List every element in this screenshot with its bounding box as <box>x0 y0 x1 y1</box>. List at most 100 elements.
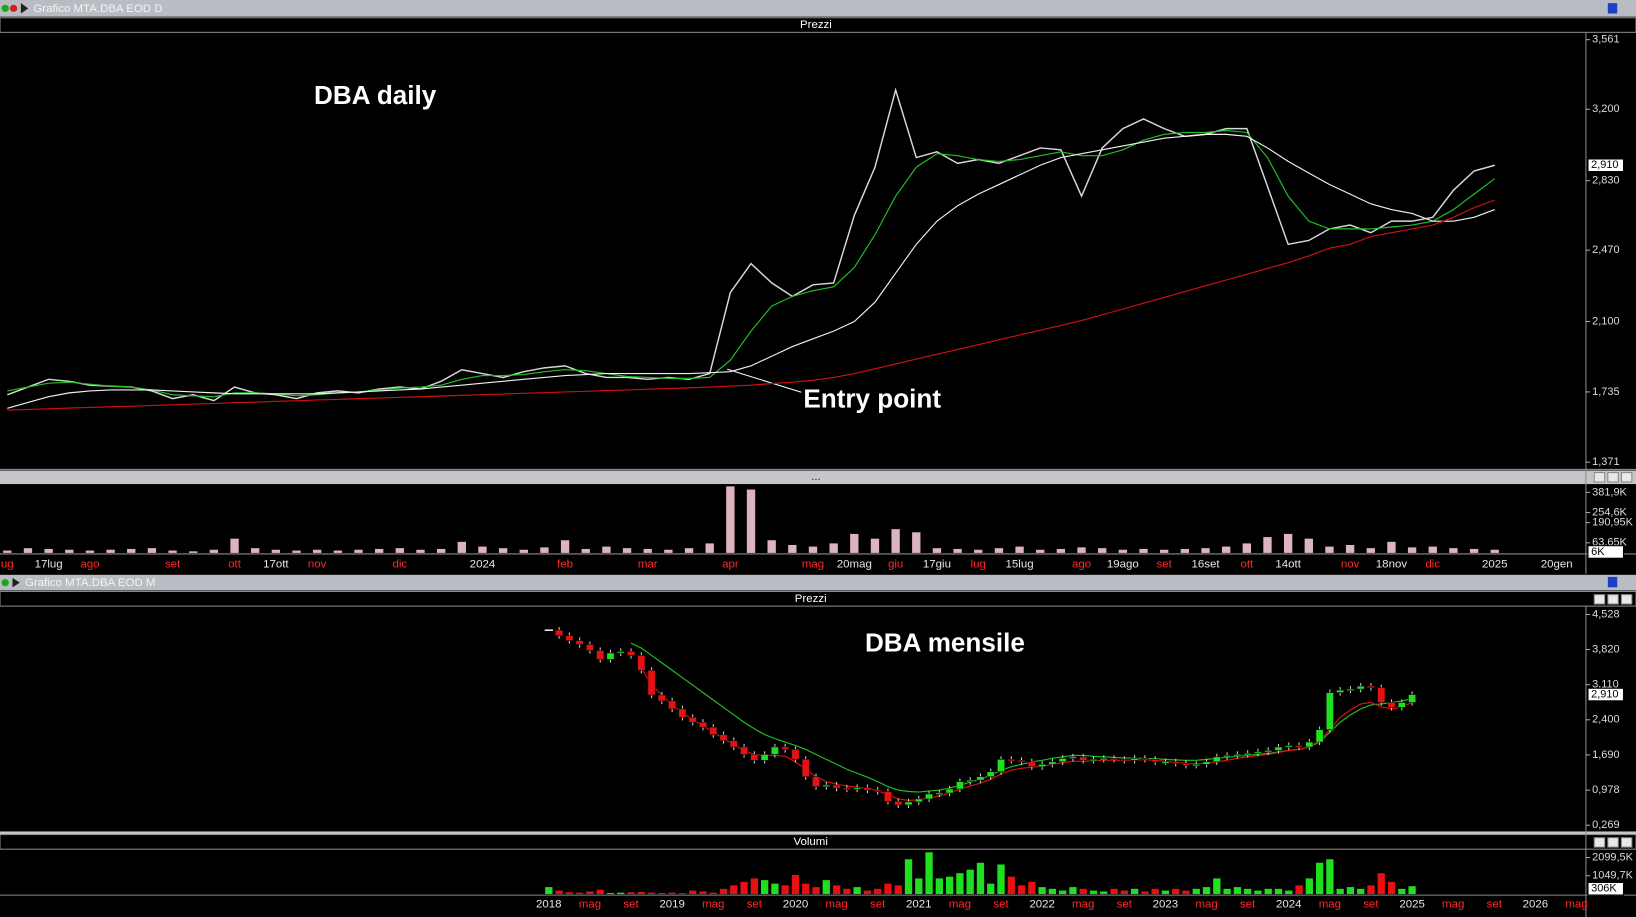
candle <box>719 734 728 741</box>
volume-bar <box>1408 886 1416 895</box>
candle <box>606 652 615 660</box>
volume-bar <box>1201 548 1210 553</box>
candle <box>822 784 831 787</box>
candle <box>1058 758 1067 763</box>
candle <box>1377 687 1386 703</box>
panel-button[interactable] <box>1607 472 1619 483</box>
window-button[interactable] <box>1607 3 1618 14</box>
volume-bar <box>853 887 861 895</box>
x-tick-label: 14ott <box>1275 558 1301 570</box>
candle <box>1295 745 1304 748</box>
volume-bar <box>781 885 789 895</box>
x-tick-label: ago <box>1072 558 1091 570</box>
y-tick-label: 63,65K <box>1592 537 1627 549</box>
window-button[interactable] <box>1607 576 1618 588</box>
volume-bar <box>1015 546 1024 553</box>
volume-bar <box>1192 888 1200 895</box>
x-tick-label: set <box>870 899 886 911</box>
panel-button[interactable] <box>1620 837 1633 848</box>
candle <box>945 788 954 794</box>
arrow-icon[interactable] <box>12 577 20 588</box>
x-tick-label: 2022 <box>1029 899 1055 911</box>
last-value-label: 2,910 <box>1591 159 1618 171</box>
volume-bar <box>1233 887 1242 895</box>
panel-button[interactable] <box>1593 837 1606 848</box>
x-tick-label: 20mag <box>837 558 872 570</box>
volume-bar <box>1283 533 1293 553</box>
x-tick-label: 2020 <box>783 899 809 911</box>
y-tick-label: 1,371 <box>1592 456 1619 468</box>
candle <box>1089 759 1098 762</box>
candle <box>1099 758 1108 761</box>
candle <box>1315 729 1324 743</box>
volume-bar <box>678 893 687 895</box>
volume-bar <box>1366 548 1375 553</box>
volume-bar <box>808 546 818 553</box>
volume-bar <box>168 550 177 553</box>
x-tick-label: 2025 <box>1399 899 1425 911</box>
candle <box>894 801 903 806</box>
panel-title: ... <box>811 471 821 483</box>
x-tick-label: mag <box>1072 899 1094 911</box>
volume-bar <box>1263 537 1272 553</box>
candle <box>668 700 677 710</box>
volume-bar <box>1221 546 1231 553</box>
panel-title: Prezzi <box>795 593 827 605</box>
volume-bar <box>1069 887 1077 895</box>
volume-bar <box>1161 890 1170 895</box>
candle <box>1264 750 1273 753</box>
volume-bar <box>1079 888 1087 895</box>
x-tick-label: set <box>993 899 1009 911</box>
volume-bar <box>230 538 239 553</box>
arrow-icon[interactable] <box>20 3 29 14</box>
x-tick-label: 16set <box>1191 558 1220 570</box>
panel-button[interactable] <box>1593 594 1606 605</box>
volume-bar <box>617 892 625 895</box>
volume-bar <box>647 892 656 895</box>
candle <box>801 759 810 777</box>
volume-bar <box>540 547 549 553</box>
volume-bar <box>699 891 707 895</box>
volume-bar <box>586 891 594 895</box>
candle <box>678 708 687 718</box>
x-tick-label: mag <box>1565 899 1587 911</box>
candle <box>1079 756 1088 761</box>
status-dot <box>1 578 9 587</box>
window-title: Grafico MTA.DBA EOD D <box>33 3 162 15</box>
x-tick-label: mar <box>638 558 658 570</box>
volume-bar <box>1264 888 1272 895</box>
candle <box>812 776 820 787</box>
volume-bar <box>1242 543 1251 553</box>
volume-bar <box>956 873 964 895</box>
volume-bar <box>622 548 632 553</box>
y-tick-label: 2099,5K <box>1592 851 1633 863</box>
panel-button[interactable] <box>1593 472 1606 483</box>
volume-bar <box>726 486 735 553</box>
series-line <box>7 129 1496 398</box>
x-tick-label: 2026 <box>1523 899 1549 911</box>
panel-divider <box>0 831 1636 835</box>
volume-bar <box>945 876 954 895</box>
volume-bar <box>1028 881 1036 895</box>
panel-button[interactable] <box>1607 594 1619 605</box>
x-tick-label: nov <box>1341 558 1360 570</box>
volume-bar <box>750 878 759 895</box>
volume-bar <box>581 548 590 553</box>
panel-button[interactable] <box>1620 594 1633 605</box>
volume-bar <box>23 548 33 553</box>
x-tick-label: feb <box>557 558 573 570</box>
panel-button[interactable] <box>1607 837 1619 848</box>
volume-bar <box>976 862 985 895</box>
candle <box>1356 685 1365 690</box>
volume-bar <box>760 880 769 895</box>
candle <box>1223 755 1232 758</box>
candle <box>596 650 605 660</box>
candle <box>1140 758 1149 761</box>
volume-bar <box>912 532 921 553</box>
x-tick-label: nov <box>308 558 327 570</box>
candle <box>955 781 964 790</box>
panel-button[interactable] <box>1620 472 1633 483</box>
series-line <box>7 199 1495 411</box>
volume-bar <box>874 888 882 895</box>
volume-bar <box>1346 887 1355 895</box>
